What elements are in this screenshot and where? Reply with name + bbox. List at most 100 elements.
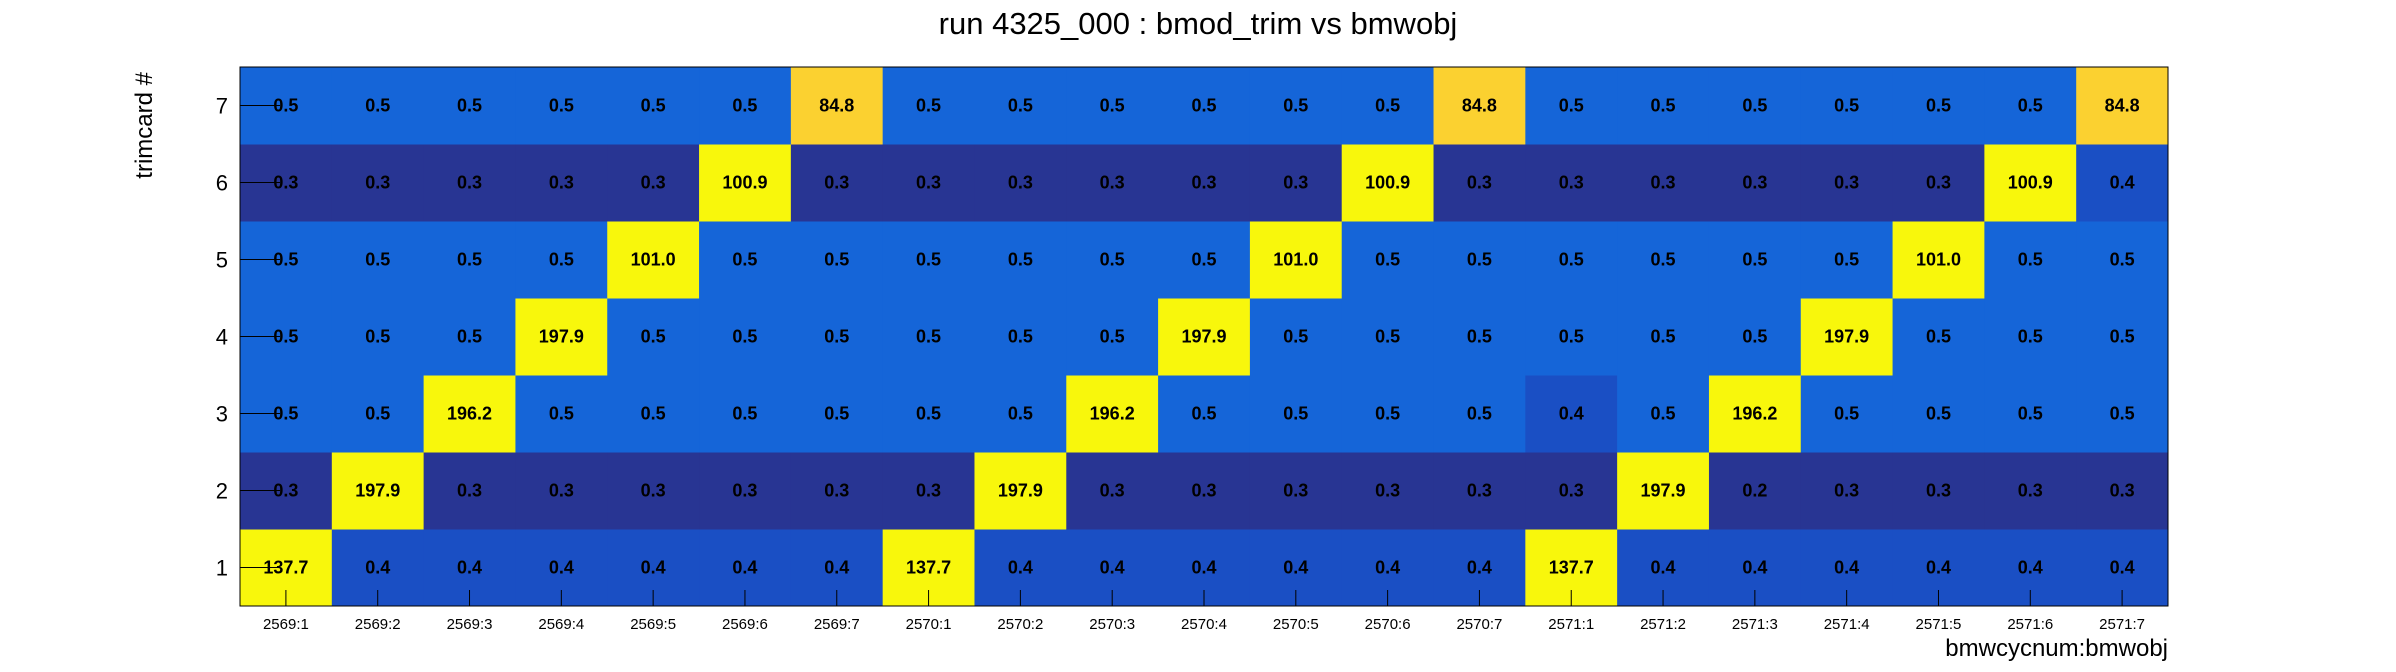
cell-value-label: 0.5 xyxy=(2018,327,2043,347)
cell-value-label: 0.5 xyxy=(273,404,298,424)
cell-value-label: 0.5 xyxy=(1742,250,1767,270)
heatmap-cell xyxy=(1525,221,1618,299)
heatmap-cell xyxy=(1525,298,1618,376)
heatmap-cell xyxy=(974,67,1067,145)
heatmap-cell xyxy=(607,298,700,376)
cell-value-label: 0.5 xyxy=(641,327,666,347)
cell-value-label: 0.3 xyxy=(1008,173,1033,193)
heatmap-cell xyxy=(1158,67,1251,145)
y-tick-label: 4 xyxy=(216,325,228,350)
heatmap-cell xyxy=(2076,221,2169,299)
cell-value-label: 0.4 xyxy=(549,558,574,578)
cell-value-label: 0.4 xyxy=(1375,558,1400,578)
cell-value-label: 0.3 xyxy=(1651,173,1676,193)
heatmap-cell xyxy=(1525,67,1618,145)
cell-value-label: 0.4 xyxy=(641,558,666,578)
cell-value-label: 0.5 xyxy=(1191,404,1216,424)
heatmap-cell xyxy=(1249,375,1343,453)
heatmap-cell xyxy=(1708,375,1802,453)
x-tick-label: 2569:1 xyxy=(263,616,309,633)
cell-value-label: 0.3 xyxy=(457,481,482,501)
heatmap-cell xyxy=(331,67,425,145)
cell-value-label: 0.3 xyxy=(549,481,574,501)
cell-value-label: 0.3 xyxy=(365,173,390,193)
heatmap-cell xyxy=(1617,452,1710,530)
chart-title: run 4325_000 : bmod_trim vs bmwobj xyxy=(939,6,1458,41)
cell-value-label: 0.3 xyxy=(2110,481,2135,501)
cell-value-label: 0.4 xyxy=(732,558,757,578)
cell-value-label: 0.4 xyxy=(1926,558,1951,578)
heatmap-cell xyxy=(1617,221,1710,299)
cell-value-label: 0.5 xyxy=(2110,250,2135,270)
cell-value-label: 84.8 xyxy=(819,96,854,116)
y-tick-label: 7 xyxy=(216,94,228,119)
cell-value-label: 0.5 xyxy=(1559,327,1584,347)
heatmap-cell xyxy=(1708,452,1802,530)
cell-value-label: 0.5 xyxy=(365,96,390,116)
cell-value-label: 0.4 xyxy=(2110,558,2135,578)
heatmap-cell xyxy=(790,67,884,145)
heatmap-cell xyxy=(1433,298,1526,376)
cell-value-label: 0.5 xyxy=(1926,327,1951,347)
heatmap-cell xyxy=(1800,144,1894,222)
cell-value-label: 0.5 xyxy=(916,250,941,270)
cell-value-label: 0.5 xyxy=(1834,250,1859,270)
cell-value-label: 197.9 xyxy=(1641,481,1686,501)
cell-value-label: 0.5 xyxy=(2110,327,2135,347)
cell-value-label: 197.9 xyxy=(998,481,1043,501)
cell-value-label: 0.5 xyxy=(1651,96,1676,116)
cell-value-label: 0.5 xyxy=(732,250,757,270)
x-tick-label: 2570:2 xyxy=(997,616,1043,633)
cell-value-label: 0.5 xyxy=(824,404,849,424)
cell-value-label: 0.3 xyxy=(641,173,666,193)
heatmap-cell xyxy=(1249,144,1343,222)
cell-value-label: 0.5 xyxy=(2018,404,2043,424)
x-tick-label: 2571:4 xyxy=(1824,616,1870,633)
cell-value-label: 0.4 xyxy=(365,558,390,578)
cell-value-label: 0.3 xyxy=(1926,481,1951,501)
heatmap-cell xyxy=(607,144,700,222)
heatmap-cell xyxy=(1158,298,1251,376)
heatmap-cell xyxy=(1066,375,1159,453)
heatmap-cell xyxy=(1708,221,1802,299)
cell-value-label: 197.9 xyxy=(1824,327,1869,347)
y-tick-label: 2 xyxy=(216,479,228,504)
x-tick-label: 2570:1 xyxy=(906,616,952,633)
y-tick-label: 3 xyxy=(216,402,228,427)
heatmap-cell xyxy=(1341,452,1435,530)
heatmap-cell xyxy=(607,221,700,299)
x-tick-label: 2570:6 xyxy=(1365,616,1411,633)
heatmap-cell xyxy=(1066,221,1159,299)
heatmap-cell xyxy=(1892,221,1985,299)
heatmap-cell xyxy=(515,144,608,222)
cell-value-label: 0.5 xyxy=(1375,327,1400,347)
y-tick-label: 6 xyxy=(216,171,228,196)
heatmap-cell xyxy=(1800,298,1894,376)
heatmap-cell xyxy=(515,375,608,453)
cell-value-label: 0.3 xyxy=(1742,173,1767,193)
cell-value-label: 0.3 xyxy=(824,481,849,501)
cell-value-label: 0.5 xyxy=(365,404,390,424)
heatmap-cell xyxy=(2076,298,2169,376)
heatmap-cell xyxy=(882,144,975,222)
cell-value-label: 196.2 xyxy=(1732,404,1777,424)
cell-value-label: 0.3 xyxy=(273,481,298,501)
x-tick-label: 2571:6 xyxy=(2007,616,2053,633)
cell-value-label: 0.5 xyxy=(1467,327,1492,347)
cell-value-label: 0.5 xyxy=(1100,327,1125,347)
cell-value-label: 0.3 xyxy=(1467,481,1492,501)
heatmap-cell xyxy=(1800,67,1894,145)
cell-value-label: 0.5 xyxy=(1008,250,1033,270)
cell-value-label: 0.3 xyxy=(1467,173,1492,193)
cell-value-label: 0.5 xyxy=(1559,250,1584,270)
heatmap-cell xyxy=(882,375,975,453)
heatmap-cell xyxy=(331,375,425,453)
cell-value-label: 0.4 xyxy=(824,558,849,578)
x-tick-label: 2570:4 xyxy=(1181,616,1227,633)
cell-value-label: 0.5 xyxy=(641,404,666,424)
cell-value-label: 0.3 xyxy=(641,481,666,501)
heatmap-cell xyxy=(1249,298,1343,376)
heatmap-cell xyxy=(1066,144,1159,222)
cell-value-label: 0.3 xyxy=(1100,173,1125,193)
